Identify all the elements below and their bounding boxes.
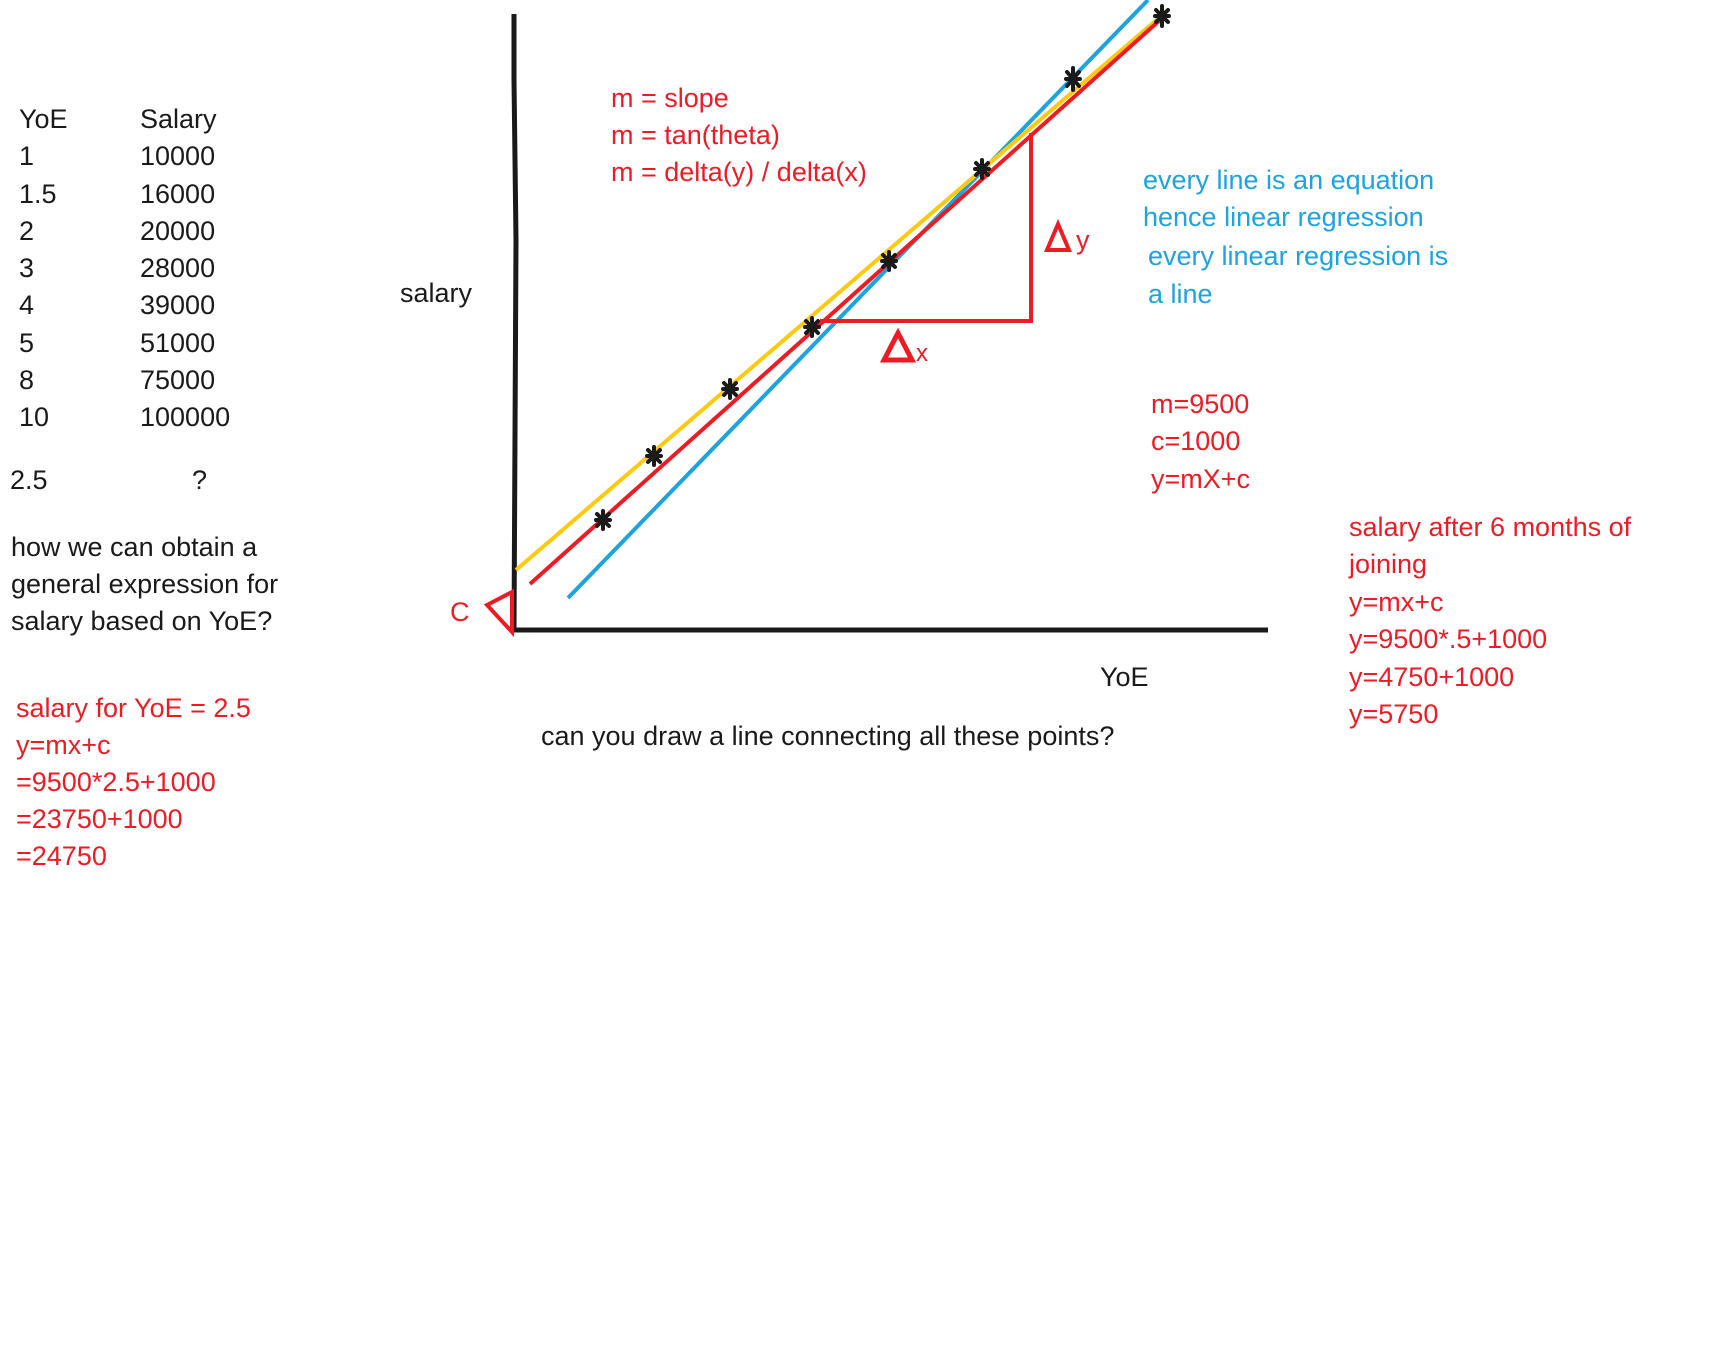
salary-value: 16000 xyxy=(140,178,216,209)
intercept-label: C xyxy=(450,597,470,627)
param-line: m=9500 xyxy=(1151,389,1250,419)
intercept-triangle xyxy=(483,588,514,638)
six-months-line: y=mx+c xyxy=(1349,587,1444,617)
x-axis-label: YoE xyxy=(1100,662,1149,692)
slope-note: m = tan(theta) xyxy=(611,120,780,150)
yoe-value: 4 xyxy=(19,290,35,321)
yoe-value: 2 xyxy=(19,215,35,246)
blue-note: a line xyxy=(1148,279,1213,309)
blue-note: every line is an equation xyxy=(1143,165,1435,195)
yoe-header: YoE xyxy=(19,104,68,134)
data-point-marker xyxy=(880,250,898,272)
query-yoe: 2.5 xyxy=(10,465,48,495)
yoe-value: 1.5 xyxy=(19,178,57,209)
delta-x-symbol xyxy=(879,327,917,363)
delta-x-label: x xyxy=(916,340,928,367)
example-line: =9500*2.5+1000 xyxy=(16,767,216,797)
salary-header: Salary xyxy=(140,104,217,134)
question-line: how we can obtain a xyxy=(11,532,258,562)
question-line: salary based on YoE? xyxy=(11,606,273,636)
delta-y-symbol xyxy=(1043,218,1073,252)
six-months-line: y=9500*.5+1000 xyxy=(1349,624,1548,654)
example-line: salary for YoE = 2.5 xyxy=(16,693,251,723)
salary-value: 39000 xyxy=(140,290,216,321)
slope-triangle xyxy=(820,133,1033,323)
yoe-value: 5 xyxy=(19,327,35,358)
graph-caption: can you draw a line connecting all these… xyxy=(541,721,1115,751)
example-line: =23750+1000 xyxy=(16,804,183,834)
salary-value: 51000 xyxy=(140,327,216,358)
example-line: =24750 xyxy=(16,841,107,871)
yoe-value: 10 xyxy=(19,402,50,433)
y-axis-label: salary xyxy=(400,278,473,308)
salary-value: 10000 xyxy=(140,141,216,172)
y-axis xyxy=(511,14,519,631)
salary-value: 20000 xyxy=(140,215,216,246)
salary-value: 75000 xyxy=(140,365,216,396)
six-months-line: y=5750 xyxy=(1349,699,1439,729)
red-line xyxy=(528,18,1162,586)
param-line: y=mX+c xyxy=(1151,464,1251,494)
data-point-marker xyxy=(973,158,991,180)
yoe-value: 1 xyxy=(19,141,35,172)
data-point-marker xyxy=(1153,4,1171,28)
data-point-marker xyxy=(721,378,739,400)
example-line: y=mx+c xyxy=(16,730,111,760)
blue-note: hence linear regression xyxy=(1143,202,1424,232)
salary-column: Salary 10000 16000 20000 28000 39000 510… xyxy=(140,101,230,437)
question-line: general expression for xyxy=(11,569,279,599)
slope-note: m = slope xyxy=(611,83,729,113)
data-point-marker xyxy=(645,445,663,467)
yoe-value: 8 xyxy=(19,365,35,396)
blue-line xyxy=(566,0,1150,600)
six-months-line: joining xyxy=(1349,549,1428,579)
salary-value: 100000 xyxy=(140,402,231,433)
slope-note: m = delta(y) / delta(x) xyxy=(611,157,867,187)
yoe-value: 3 xyxy=(19,253,35,284)
blue-note: every linear regression is xyxy=(1148,241,1449,271)
yellow-line xyxy=(514,8,1170,572)
yoe-column: YoE 1 1.5 2 3 4 5 8 10 xyxy=(19,101,68,437)
query-salary: ? xyxy=(192,465,208,495)
data-points xyxy=(594,4,1171,531)
param-line: c=1000 xyxy=(1151,426,1241,456)
six-months-line: y=4750+1000 xyxy=(1349,662,1515,692)
data-point-marker xyxy=(803,316,821,338)
data-point-marker xyxy=(1064,66,1082,92)
six-months-line: salary after 6 months of xyxy=(1349,512,1632,542)
delta-y-label: y xyxy=(1076,225,1090,255)
data-point-marker xyxy=(594,509,612,531)
salary-value: 28000 xyxy=(140,253,216,284)
